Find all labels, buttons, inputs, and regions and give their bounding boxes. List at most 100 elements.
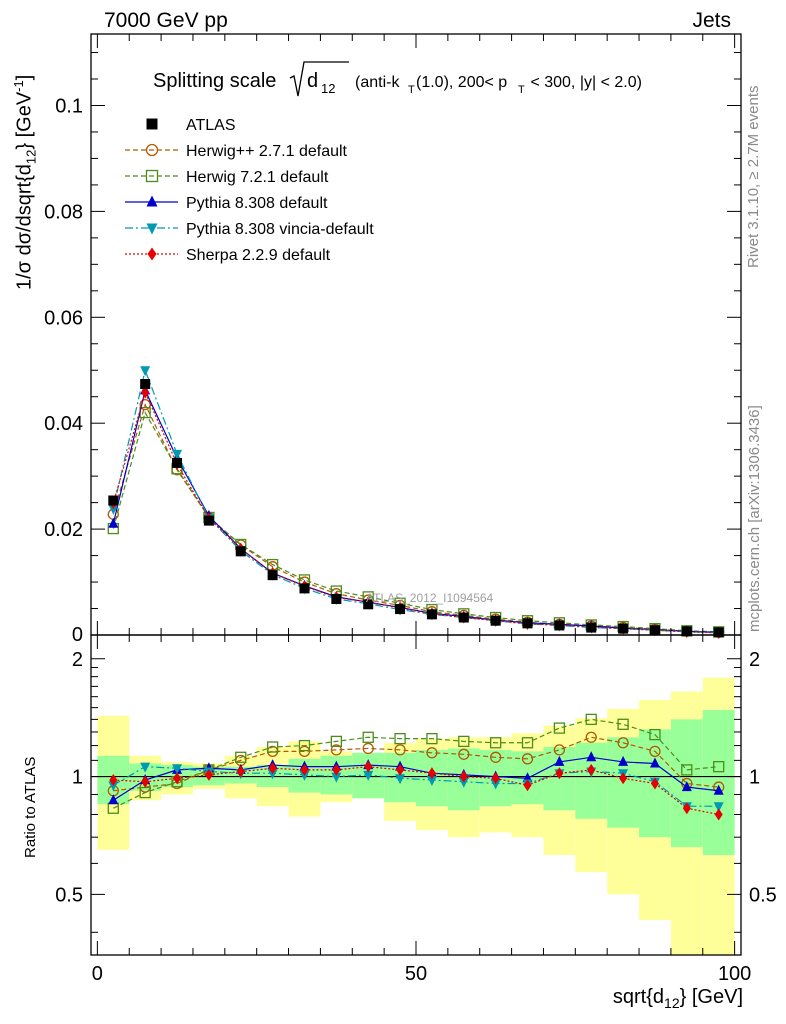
ratio-y-tick-label-right: 2	[749, 649, 760, 671]
ratio-point-3	[426, 775, 437, 786]
ratio-point-4	[587, 763, 596, 776]
ratio-point-2	[618, 755, 629, 766]
x-axis-label: sqrt{d12} [GeV]	[612, 986, 743, 1011]
atlas-data-point	[713, 627, 724, 638]
ratio-point-1	[266, 741, 279, 753]
ratio-point-2	[649, 757, 660, 768]
ratio-point-2	[554, 755, 565, 766]
ratio-point-4	[173, 772, 182, 785]
ratio-point-1	[617, 718, 629, 730]
legend-label: ATLAS	[186, 117, 236, 134]
ratio-point-4	[650, 777, 659, 790]
ratio-point-4	[491, 772, 500, 785]
atlas-data-point	[426, 609, 437, 620]
header-left: 7000 GeV pp	[104, 9, 228, 32]
ratio-point-1	[394, 732, 406, 745]
series-line-4	[112, 390, 719, 634]
y-tick-label: 0.06	[44, 307, 83, 329]
ratio-point-0	[617, 737, 629, 749]
ratio-point-4	[523, 779, 532, 792]
ratio-point-2	[586, 751, 597, 762]
ratio-line-2	[112, 756, 719, 801]
x-tick-label: 0	[92, 963, 103, 985]
ratio-point-0	[490, 751, 502, 763]
atlas-data-point	[618, 623, 629, 634]
y-tick-label: 0	[72, 624, 83, 646]
ratio-point-3	[108, 781, 119, 792]
ratio-point-0	[553, 744, 566, 756]
series-point-4	[141, 386, 150, 399]
ratio-point-0	[458, 748, 470, 760]
tick-labels: 0 50 100 0 0.02 0.04 0.06 0.08 0.1 0.5 0.5 1 1 2 2	[44, 95, 777, 985]
ratio-point-3	[395, 774, 406, 785]
ratio-point-0	[649, 745, 661, 757]
atlas-data-point	[586, 622, 597, 633]
atlas-data-point	[235, 546, 246, 557]
chart-title-cut-b: (1.0), 200< p	[416, 74, 507, 91]
series-point-3	[108, 504, 119, 515]
legend-marker	[145, 143, 159, 157]
ratio-point-0	[330, 744, 342, 756]
sqrt-symbol	[289, 61, 349, 97]
atlas-data-point	[363, 599, 374, 610]
atlas-data-point	[140, 379, 151, 390]
chart-title-group: Splitting scale d 12 (anti-k T (1.0), 20…	[153, 61, 642, 97]
atlas-data-point	[649, 625, 660, 636]
ratio-point-4	[682, 802, 691, 815]
ratio-point-1	[298, 739, 311, 752]
legend-label: Herwig++ 2.7.1 default	[186, 143, 348, 160]
y-tick-label: 0.08	[44, 201, 83, 223]
ratio-point-0	[394, 744, 406, 756]
ratio-y-tick-label-right: 0.5	[749, 884, 777, 906]
atlas-data-point	[681, 626, 692, 637]
ratio-point-2	[108, 794, 119, 805]
legend-marker	[145, 169, 159, 183]
ratio-point-4	[427, 767, 436, 780]
ratio-point-4	[141, 775, 150, 788]
legend-label: Pythia 8.308 default	[186, 195, 328, 212]
ratio-point-1	[490, 737, 502, 749]
chart-title-cut-a: (anti-k	[355, 74, 400, 91]
ratio-point-1	[458, 735, 470, 748]
ratio-point-1	[521, 737, 534, 749]
ratio-point-2	[681, 781, 692, 792]
ratio-point-3	[140, 762, 151, 773]
ratio-point-3	[713, 802, 724, 813]
x-tick-label: 50	[405, 963, 427, 985]
chart-title-main: Splitting scale	[153, 70, 276, 92]
y-tick-label: 0.1	[55, 95, 83, 117]
series-layer	[91, 366, 741, 821]
y-tick-label: 0.04	[44, 413, 83, 435]
ratio-point-4	[109, 773, 118, 786]
legend-label: Sherpa 2.2.9 default	[186, 247, 331, 264]
atlas-data-point	[395, 604, 406, 615]
ratio-point-4	[555, 767, 564, 780]
ratio-point-3	[363, 770, 374, 781]
ratio-point-0	[521, 753, 534, 765]
atlas-data-point	[522, 618, 533, 629]
atlas-data-point	[490, 615, 501, 626]
atlas-data-point	[108, 495, 119, 506]
legend-marker	[146, 223, 158, 235]
legend: ATLAS Herwig++ 2.7.1 default Herwig 7.2.1 …	[125, 117, 374, 264]
ratio-point-2	[713, 784, 724, 795]
ratio-point-0	[585, 731, 597, 743]
header-right: Jets	[692, 9, 731, 32]
ratio-point-1	[235, 751, 247, 763]
ratio-point-1	[553, 722, 566, 734]
ratio-point-1	[426, 732, 438, 745]
ratio-point-0	[362, 742, 374, 755]
chart-title-symbol: d	[307, 70, 318, 92]
ratio-line-4	[113, 766, 719, 816]
atlas-data-point	[331, 593, 342, 604]
ratio-point-1	[681, 764, 693, 776]
ratio-point-3	[331, 772, 342, 783]
chart-title-cut-b-sub: T	[518, 84, 525, 96]
ratio-point-3	[458, 777, 469, 788]
legend-marker	[146, 118, 158, 130]
ratio-point-4	[396, 763, 405, 776]
analysis-watermark: ATLAS_2012_I1094564	[366, 591, 494, 605]
y-tick-label: 0.02	[44, 519, 83, 541]
series-point-3	[140, 366, 151, 377]
